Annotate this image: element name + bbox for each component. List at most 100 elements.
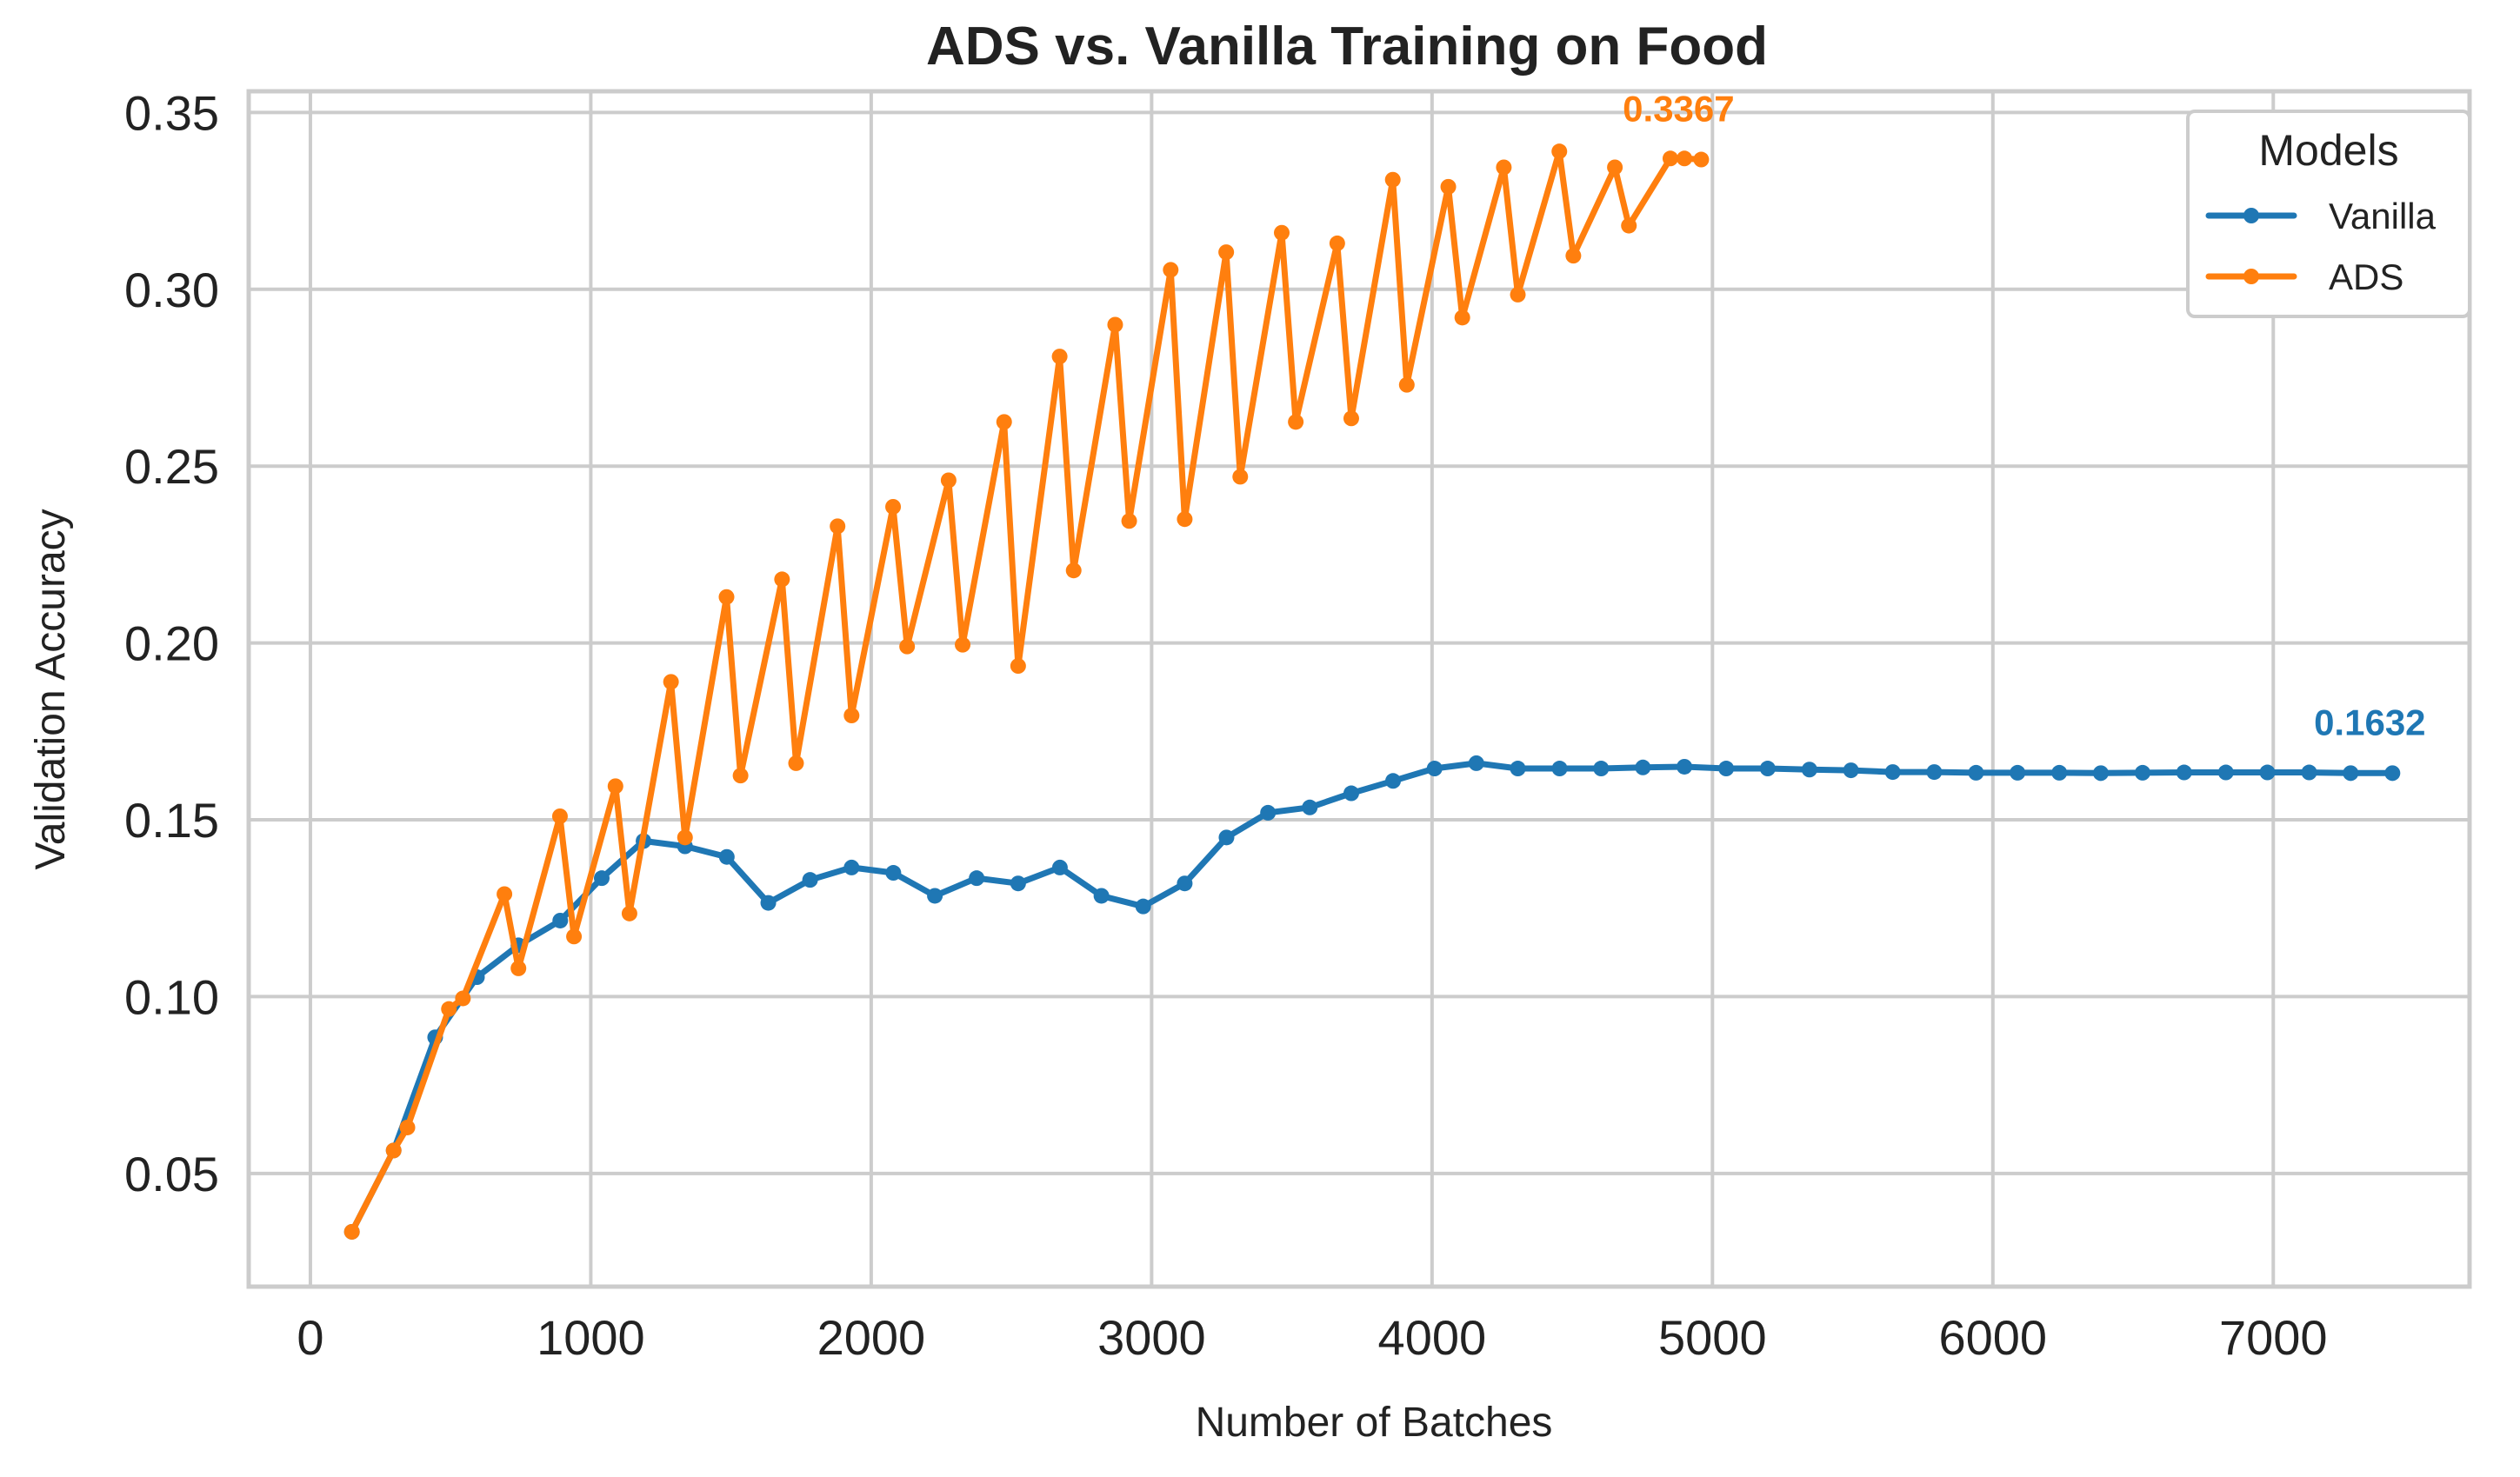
ads-point [1343,410,1359,427]
vanilla-point [718,848,735,865]
y-tick-label: 0.10 [124,969,219,1024]
vanilla-point [1759,761,1776,777]
ads-point [677,829,693,846]
vanilla-point [2217,764,2234,781]
vanilla-point [1426,761,1443,777]
vanilla-point [1635,759,1651,775]
vanilla-point [1926,764,1943,781]
ads-point [955,636,971,653]
ads-point [1510,286,1526,303]
legend-entry-ads: ADS [2205,256,2403,297]
ads-point [1621,217,1637,234]
y-tick-label: 0.20 [124,616,219,671]
legend-title: Models [2258,126,2398,175]
ads-point [774,571,790,588]
x-tick-label: 6000 [1939,1310,2048,1365]
y-tick-label: 0.25 [124,439,219,494]
ads-point [1454,309,1470,326]
ads-end-label: 0.3367 [1623,89,1734,130]
ads-point [1177,511,1193,528]
series-vanilla [343,755,2401,1240]
vanilla-point [1677,758,1693,775]
vanilla-point [1218,829,1235,846]
vanilla-point [1968,764,1984,781]
ads-point [1329,235,1345,251]
ads-point [1232,469,1249,485]
ads-point [607,778,623,795]
ads-point [497,886,513,902]
ads-point [843,708,860,724]
legend-marker-ads [2243,269,2259,284]
vanilla-point [2343,765,2359,782]
vanilla-point [1468,755,1484,771]
ads-point [899,638,916,655]
vanilla-point [843,859,860,875]
ads-point [1677,150,1693,167]
ads-point [1607,159,1623,176]
vanilla-point [1051,859,1068,875]
ads-point [1693,151,1710,168]
ads-point [621,905,637,921]
chart-title: ADS vs. Vanilla Training on Food [926,17,1768,77]
ads-point [1163,262,1179,278]
vanilla-point [2051,764,2068,781]
ads-point [441,1001,457,1017]
end-annotations: 0.1632 0.3367 [1623,89,2425,743]
y-tick-label: 0.05 [124,1147,219,1201]
ads-point [385,1142,402,1159]
plot-frame [246,89,2472,1289]
y-tick-label: 0.35 [124,85,219,140]
y-axis-label: Validation Accuracy [28,509,74,869]
vanilla-point [1177,875,1193,892]
series-lines [343,143,2401,1240]
vanilla-point [885,865,902,882]
vanilla-point [927,888,943,904]
ads-point [1107,316,1123,333]
ads-point [1496,159,1512,176]
vanilla-point [1884,764,1901,781]
ads-point [1121,513,1137,529]
ads-point [1398,376,1415,393]
legend-label-ads: ADS [2329,256,2403,297]
vanilla-point [1801,762,1817,778]
vanilla-point [2010,764,2026,781]
vanilla-point [802,872,818,888]
x-tick-label: 1000 [537,1310,645,1365]
ads-point [1218,244,1235,261]
ads-point [510,960,527,976]
x-tick-label: 2000 [817,1310,926,1365]
axis-ticks: 0 1000 2000 3000 4000 5000 6000 7000 0.05 0.10 0.1… [124,85,2328,1365]
ads-point [1551,143,1568,160]
ads-point [732,768,749,784]
ads-line [349,148,1704,1235]
vanilla-point [1135,898,1151,915]
x-axis-label: Number of Batches [1196,1400,1553,1446]
legend: Models Vanilla ADS [2186,110,2471,318]
y-tick-label: 0.30 [124,263,219,317]
y-tick-label: 0.15 [124,793,219,848]
vanilla-point [1510,761,1526,777]
ads-point [788,755,804,771]
vanilla-point [1343,785,1359,802]
ads-point [399,1119,416,1135]
vanilla-point [969,870,985,887]
x-tick-label: 4000 [1378,1310,1487,1365]
ads-point [885,498,902,515]
ads-point [996,414,1012,430]
ads-point [1288,414,1304,430]
ads-point [1440,178,1457,195]
vanilla-point [1093,888,1110,904]
vanilla-point [1010,875,1026,892]
ads-point [1065,562,1082,579]
legend-label-vanilla: Vanilla [2329,196,2437,236]
ads-point [940,472,957,489]
ads-point [1384,171,1401,188]
vanilla-point [2301,764,2317,781]
vanilla-point [2092,765,2109,782]
x-tick-label: 7000 [2219,1310,2328,1365]
vanilla-end-label: 0.1632 [2314,702,2425,742]
ads-point [830,518,846,535]
vanilla-point [1551,761,1568,777]
